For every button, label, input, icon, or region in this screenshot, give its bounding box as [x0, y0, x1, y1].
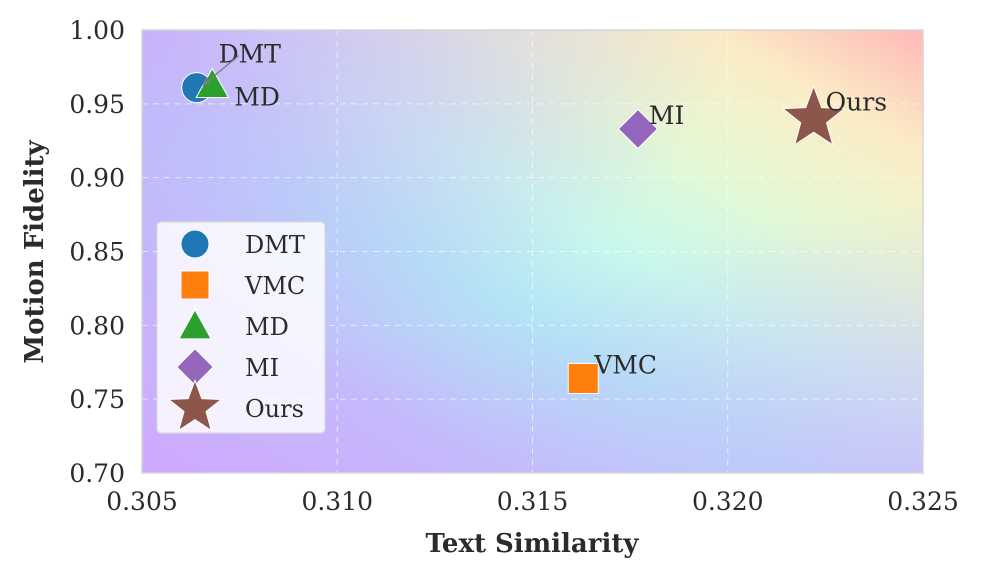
point-label-md: MD — [234, 83, 280, 112]
y-tick-labels: 0.70 0.75 0.80 0.85 0.90 0.95 1.00 — [69, 16, 125, 488]
x-tick-label: 0.305 — [106, 487, 178, 516]
dmt-annotation-arrowhead — [202, 77, 212, 86]
point-label-vmc: VMC — [593, 350, 657, 379]
y-axis-title: Motion Fidelity — [20, 139, 50, 363]
point-labels: DMT VMC MD MI Ours — [202, 40, 887, 379]
legend-label-mi: MI — [245, 354, 279, 382]
point-label-ours: Ours — [826, 88, 887, 117]
data-point-mi — [617, 108, 659, 150]
x-tick-label: 0.320 — [692, 487, 764, 516]
y-tick-label: 0.80 — [69, 311, 125, 340]
x-tick-label: 0.315 — [497, 487, 569, 516]
y-tick-label: 0.95 — [69, 90, 125, 119]
legend-label-dmt: DMT — [245, 231, 305, 259]
data-point-ours — [781, 84, 846, 146]
legend-marker-md — [178, 308, 212, 340]
legend-label-vmc: VMC — [244, 272, 305, 300]
legend-label-ours: Ours — [245, 395, 304, 423]
x-tick-label: 0.310 — [301, 487, 373, 516]
x-tick-label: 0.325 — [887, 487, 959, 516]
y-tick-label: 1.00 — [69, 16, 125, 45]
y-tick-label: 0.90 — [69, 164, 125, 193]
y-tick-label: 0.75 — [69, 385, 125, 414]
legend-marker-dmt — [180, 229, 210, 259]
y-tick-label: 0.70 — [69, 459, 125, 488]
data-point-vmc — [567, 362, 599, 394]
legend-label-md: MD — [245, 313, 289, 341]
plot-frame — [141, 29, 924, 474]
dmt-annotation-arrow — [203, 55, 240, 86]
x-tick-labels: 0.305 0.310 0.315 0.320 0.325 — [106, 487, 959, 516]
legend: DMT VMC MD MI Ours — [156, 221, 326, 434]
legend-marker-vmc — [180, 270, 210, 300]
point-label-mi: MI — [649, 101, 684, 130]
data-points — [181, 67, 846, 394]
legend-marker-ours — [167, 379, 223, 432]
x-axis-title: Text Similarity — [426, 529, 640, 559]
y-tick-label: 0.85 — [69, 238, 125, 267]
